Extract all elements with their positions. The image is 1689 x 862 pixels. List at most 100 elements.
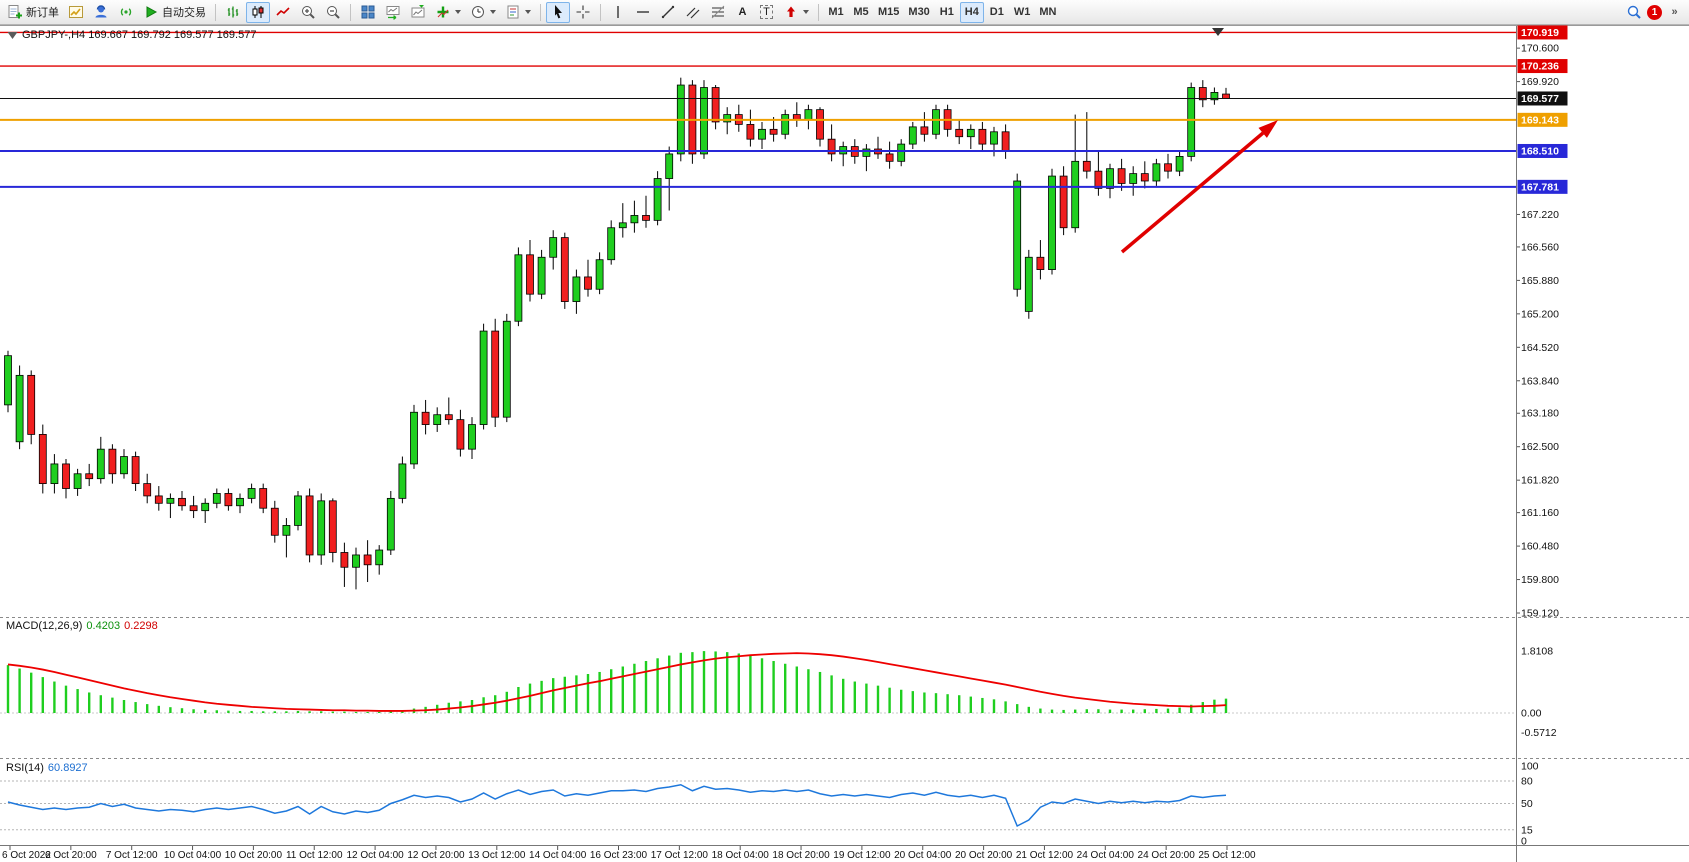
trend-arrow-line[interactable] xyxy=(1120,131,1265,254)
candle-body xyxy=(653,178,662,221)
candle-body xyxy=(1210,92,1219,101)
candle-chart-type-button[interactable] xyxy=(246,1,270,23)
toolbar: 新订单 自动交易 xyxy=(0,0,1689,25)
candle-body xyxy=(96,448,105,480)
price-badge-169.143 xyxy=(1517,112,1568,127)
auto-scroll-icon xyxy=(386,6,400,20)
label-tool-icon: T xyxy=(760,5,773,19)
candle-body xyxy=(270,507,279,536)
x-axis-label: 6 Oct 20:00 xyxy=(45,850,97,861)
autotrading-button[interactable]: 自动交易 xyxy=(139,2,210,23)
label-tool-button[interactable]: T xyxy=(755,2,778,23)
rsi-axis-label: 100 xyxy=(1521,761,1539,773)
candle-body xyxy=(143,483,152,497)
y-axis-label: 165.200 xyxy=(1521,308,1559,320)
timeframe-button-M15[interactable]: M15 xyxy=(874,2,903,23)
x-axis-label: 16 Oct 23:00 xyxy=(590,850,648,861)
candle-body xyxy=(317,500,326,556)
timeframe-button-W1[interactable]: W1 xyxy=(1010,2,1035,23)
x-axis-label: 19 Oct 12:00 xyxy=(833,850,891,861)
search-button[interactable] xyxy=(1622,2,1646,23)
macd-axis-label: 1.8108 xyxy=(1521,646,1553,658)
chart-shift-button[interactable] xyxy=(406,2,430,23)
template-icon xyxy=(507,5,519,19)
toolbar-overflow-button[interactable]: » xyxy=(1663,2,1686,23)
timeframe-button-D1[interactable]: D1 xyxy=(985,2,1009,23)
candle-body xyxy=(607,227,616,261)
timeframe-button-MN[interactable]: MN xyxy=(1035,2,1060,23)
rsi-label: RSI(14) 60.8927 xyxy=(6,762,88,774)
candle-body xyxy=(1175,155,1184,172)
new-chart-button[interactable] xyxy=(64,2,88,23)
candle-body xyxy=(468,424,476,450)
y-axis-label: 169.920 xyxy=(1521,76,1559,88)
candle-body xyxy=(804,109,813,120)
one-click-trading-arrow[interactable] xyxy=(7,31,18,40)
candle-body xyxy=(259,488,268,509)
timeframe-button-M30[interactable]: M30 xyxy=(904,2,933,23)
candle-body xyxy=(862,148,871,157)
x-axis-label: 24 Oct 20:00 xyxy=(1138,850,1196,861)
tile-windows-button[interactable] xyxy=(356,2,380,23)
candle-body xyxy=(595,259,604,290)
candle-body xyxy=(398,463,407,499)
auto-scroll-button[interactable] xyxy=(381,2,405,23)
candle-body xyxy=(966,128,975,138)
candle-body xyxy=(1106,168,1114,189)
crosshair-tool-button[interactable] xyxy=(571,2,595,23)
indicators-icon xyxy=(437,6,449,18)
indicators-button[interactable] xyxy=(431,2,465,23)
trend-arrow-head[interactable] xyxy=(1258,120,1279,138)
timeframe-button-M5[interactable]: M5 xyxy=(849,2,873,23)
x-axis-label: 11 Oct 12:00 xyxy=(286,850,343,861)
y-axis-label: 166.560 xyxy=(1521,241,1559,253)
candle-body xyxy=(1071,160,1080,229)
text-tool-button[interactable]: A xyxy=(731,2,754,23)
macd-label: MACD(12,26,9) 0.4203 0.2298 xyxy=(6,620,158,632)
timeframe-button-H4[interactable]: H4 xyxy=(959,1,984,23)
candle-body xyxy=(386,497,395,551)
candle-body xyxy=(224,493,233,507)
macd-main-value: 0.4203 xyxy=(86,620,121,632)
vertical-line-tool-button[interactable] xyxy=(606,2,630,23)
candle-body xyxy=(108,448,117,475)
chart-shift-marker[interactable] xyxy=(1212,28,1224,36)
zoom-in-button[interactable] xyxy=(296,2,320,23)
y-axis-label: 167.220 xyxy=(1521,209,1559,221)
candle-body xyxy=(827,138,836,155)
new-order-button[interactable]: 新订单 xyxy=(3,2,63,23)
cursor-tool-button[interactable] xyxy=(546,1,570,23)
y-axis-label: 165.880 xyxy=(1521,275,1559,287)
candle-body xyxy=(514,254,523,322)
candle-body xyxy=(990,131,998,145)
candle-body xyxy=(502,320,511,418)
periods-button[interactable] xyxy=(466,2,500,23)
y-axis-label: 161.820 xyxy=(1521,475,1559,487)
horizontal-line-tool-button[interactable] xyxy=(631,2,655,23)
candle-body xyxy=(792,114,801,120)
bar-chart-type-button[interactable] xyxy=(221,2,245,23)
notification-badge[interactable]: 1 xyxy=(1647,4,1662,20)
dropdown-caret-icon xyxy=(525,10,531,14)
zoom-out-button[interactable] xyxy=(321,2,345,23)
support-button[interactable] xyxy=(89,2,113,23)
candle-body xyxy=(560,237,569,302)
timeframe-button-H1[interactable]: H1 xyxy=(935,2,959,23)
arrows-tool-button[interactable] xyxy=(779,2,813,23)
templates-button[interactable] xyxy=(501,2,535,23)
rsi-axis-label: 15 xyxy=(1521,824,1533,836)
line-chart-type-button[interactable] xyxy=(271,2,295,23)
signals-button[interactable] xyxy=(114,2,138,23)
rsi-axis-label: 80 xyxy=(1521,776,1533,788)
trendline-tool-button[interactable] xyxy=(656,2,680,23)
timeframe-button-M1[interactable]: M1 xyxy=(824,2,848,23)
x-axis-label: 10 Oct 04:00 xyxy=(164,850,222,861)
candle-body xyxy=(978,128,987,145)
candle-body xyxy=(38,434,47,485)
symbol-ohlc-label: GBPJPY-,H4 169.667 169.792 169.577 169.5… xyxy=(22,29,257,41)
candle-body xyxy=(62,463,70,489)
channel-tool-button[interactable] xyxy=(681,2,705,23)
fibonacci-tool-button[interactable] xyxy=(706,2,730,23)
text-tool-icon: A xyxy=(738,6,747,18)
